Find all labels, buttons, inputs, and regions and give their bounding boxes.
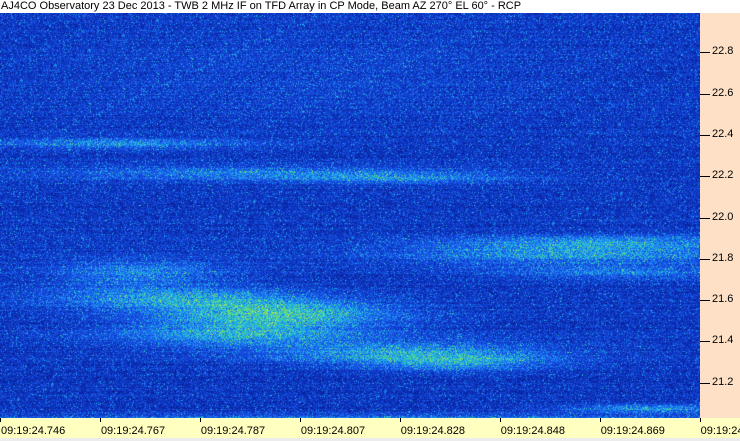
spectrogram-heatmap [0, 13, 700, 418]
y-tick [700, 134, 710, 136]
y-tick [700, 382, 710, 384]
y-tick-label: 21.4 [712, 334, 734, 347]
x-tick-label: 09:19:24.828 [400, 425, 466, 437]
x-tick [199, 418, 201, 422]
x-tick [399, 418, 401, 422]
x-tick [499, 418, 501, 422]
x-tick-label: 09:19:24.889 [700, 425, 740, 437]
y-axis: 22.8 22.6 22.4 22.2 22.0 21.8 21.6 21.4 21.2 [700, 13, 740, 418]
y-tick-label: 21.8 [712, 251, 734, 264]
x-tick-label: 09:19:24.767 [100, 425, 166, 437]
x-tick [299, 418, 301, 422]
y-tick [700, 176, 710, 178]
y-tick [700, 93, 710, 95]
x-tick [99, 418, 101, 422]
y-tick [700, 300, 710, 302]
y-tick [700, 217, 710, 219]
x-tick-label: 09:19:24.787 [200, 425, 266, 437]
y-tick [700, 258, 710, 260]
y-tick [700, 341, 710, 343]
x-tick-label: 09:19:24.869 [600, 425, 665, 437]
x-tick-label: 09:19:24.746 [1, 425, 66, 437]
y-tick-label: 22.4 [712, 127, 734, 140]
x-tick-label: 09:19:24.848 [500, 425, 565, 437]
x-axis: 09:19:24.746 09:19:24.767 09:19:24.787 09:1… [0, 418, 740, 438]
y-tick-label: 22.2 [712, 169, 734, 182]
x-tick [0, 418, 1, 422]
y-tick-label: 21.6 [712, 293, 734, 306]
y-tick-label: 21.2 [712, 375, 734, 388]
y-tick-label: 22.6 [712, 86, 734, 99]
y-tick-label: 22.0 [712, 210, 734, 223]
x-tick [599, 418, 601, 422]
y-tick [700, 52, 710, 54]
chart-title: AJ4CO Observatory 23 Dec 2013 - TWB 2 MH… [0, 0, 740, 13]
y-tick-label: 22.8 [712, 45, 734, 58]
x-tick [699, 418, 701, 422]
x-tick-label: 09:19:24.807 [300, 425, 366, 437]
